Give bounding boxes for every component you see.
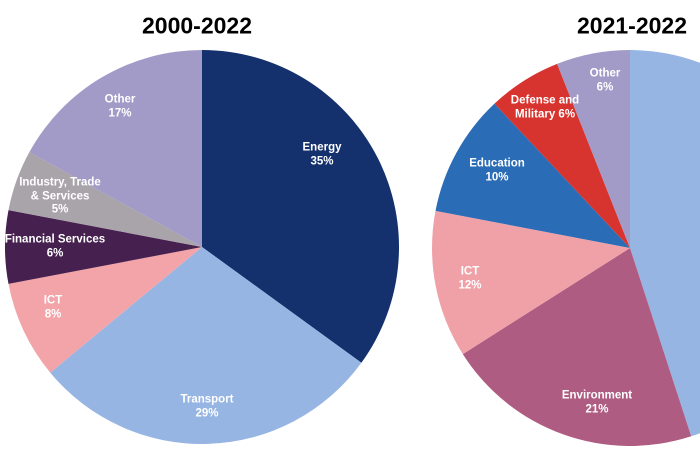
pie2-slice-unlabeled: [630, 50, 700, 437]
pie1-slice-energy: [202, 50, 400, 363]
pie1-slice-industry-trade-services: [8, 152, 202, 247]
pie2-slice-other: [557, 50, 630, 248]
pie2-slice-ict: [432, 210, 630, 355]
pie2-slice-environment: [462, 248, 692, 447]
pie1-slice-ict: [8, 247, 202, 373]
pie1-slice-transport: [50, 247, 362, 444]
chart-title-2000-2022: 2000-2022: [142, 12, 252, 39]
pie2-slice-defense-and-military: [494, 63, 630, 249]
pie1-slice-other: [29, 50, 203, 247]
pie2-slice-education: [435, 103, 630, 248]
pie1-slice-financial-services: [5, 210, 203, 284]
chart-title-2021-2022: 2021-2022: [577, 12, 687, 39]
